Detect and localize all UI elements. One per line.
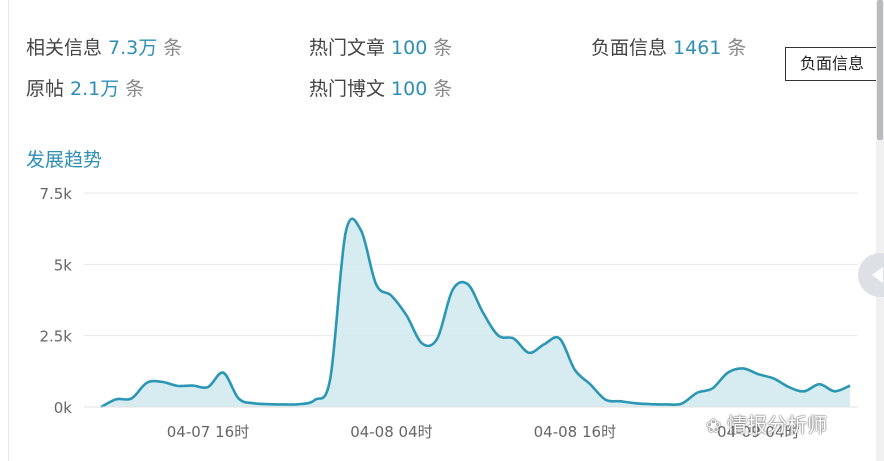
stat-articles-label: 热门文章: [309, 37, 386, 59]
data-point[interactable]: [404, 313, 410, 319]
stat-related-unit: 条: [163, 37, 183, 59]
data-point[interactable]: [312, 397, 318, 403]
stat-negative-unit: 条: [727, 37, 747, 59]
series-area-layer: [100, 217, 853, 409]
data-point[interactable]: [786, 384, 792, 390]
y-axis: 0k 2.5k 5k 7.5k: [39, 185, 72, 417]
stat-weibo: 热门博文 100 条: [309, 74, 452, 101]
data-point[interactable]: [816, 381, 822, 387]
stat-weibo-unit: 条: [433, 78, 453, 100]
data-point[interactable]: [236, 395, 242, 401]
data-point[interactable]: [633, 400, 639, 406]
stat-negative: 负面信息 1461 条: [591, 33, 746, 60]
data-point[interactable]: [832, 388, 838, 394]
chevron-left-icon: [872, 267, 883, 283]
stat-original-unit: 条: [125, 78, 145, 100]
scrollbar[interactable]: [876, 0, 884, 461]
stat-original-label: 原帖: [26, 78, 65, 100]
data-point[interactable]: [220, 370, 226, 376]
data-point[interactable]: [419, 340, 425, 346]
section-title: 发展趋势: [26, 149, 103, 171]
data-point[interactable]: [725, 370, 731, 376]
stat-articles-value[interactable]: 100: [391, 37, 428, 59]
data-point[interactable]: [755, 371, 761, 377]
stat-weibo-value[interactable]: 100: [391, 78, 428, 100]
data-point[interactable]: [373, 281, 379, 287]
data-point[interactable]: [343, 230, 349, 236]
x-tick-label: 04-09 04时: [717, 423, 799, 441]
data-point[interactable]: [205, 384, 211, 390]
data-point[interactable]: [511, 336, 517, 342]
data-point[interactable]: [801, 388, 807, 394]
stat-original-value[interactable]: 2.1万: [70, 78, 120, 100]
watermark-text: 情报分析师: [727, 413, 828, 437]
stat-related: 相关信息 7.3万条: [26, 33, 182, 60]
data-point[interactable]: [771, 375, 777, 381]
data-point[interactable]: [694, 390, 700, 396]
data-point[interactable]: [557, 336, 563, 342]
data-point[interactable]: [251, 400, 257, 406]
data-point[interactable]: [388, 293, 394, 299]
data-point[interactable]: [740, 365, 746, 371]
data-point[interactable]: [465, 281, 471, 287]
y-tick-label: 7.5k: [39, 185, 72, 203]
data-point[interactable]: [572, 367, 578, 373]
data-point[interactable]: [709, 385, 715, 391]
y-tick-label: 0k: [54, 399, 73, 417]
data-point[interactable]: [434, 336, 440, 342]
tooltip: 负面信息: [785, 47, 879, 81]
stat-negative-label: 负面信息: [591, 37, 668, 59]
data-point[interactable]: [526, 350, 532, 356]
stat-weibo-label: 热门博文: [309, 78, 386, 100]
stat-related-value[interactable]: 7.3万: [108, 37, 158, 59]
data-point[interactable]: [174, 383, 180, 389]
data-point[interactable]: [450, 287, 456, 293]
data-point[interactable]: [159, 379, 165, 385]
data-point[interactable]: [602, 397, 608, 403]
data-point[interactable]: [358, 227, 364, 233]
data-point[interactable]: [266, 401, 272, 407]
stat-articles-unit: 条: [433, 37, 453, 59]
stat-negative-value[interactable]: 1461: [673, 37, 722, 59]
data-point[interactable]: [144, 380, 150, 386]
panel-border: [8, 0, 9, 461]
data-point[interactable]: [480, 310, 486, 316]
y-tick-label: 5k: [54, 256, 73, 274]
data-point[interactable]: [297, 401, 303, 407]
x-tick-label: 04-07 16时: [167, 423, 249, 441]
wechat-icon: ❀: [706, 416, 722, 437]
data-point[interactable]: [327, 375, 333, 381]
series-line: [100, 217, 851, 409]
data-point[interactable]: [113, 396, 119, 402]
data-point[interactable]: [648, 401, 654, 407]
data-point[interactable]: [129, 395, 135, 401]
y-tick-label: 2.5k: [39, 328, 72, 346]
x-tick-label: 04-08 16时: [534, 423, 616, 441]
stat-related-label: 相关信息: [26, 37, 103, 59]
data-point[interactable]: [618, 398, 624, 404]
x-tick-label: 04-08 04时: [350, 423, 432, 441]
data-point[interactable]: [587, 381, 593, 387]
data-point[interactable]: [679, 401, 685, 407]
stat-articles: 热门文章 100 条: [309, 33, 452, 60]
series-area: [101, 218, 850, 407]
stat-original: 原帖 2.1万条: [26, 74, 144, 101]
data-point[interactable]: [847, 383, 853, 389]
watermark: ❀ 情报分析师: [706, 409, 827, 438]
data-point[interactable]: [541, 341, 547, 347]
scrollbar-thumb[interactable]: [877, 0, 883, 140]
data-point[interactable]: [190, 383, 196, 389]
data-point[interactable]: [495, 333, 501, 339]
